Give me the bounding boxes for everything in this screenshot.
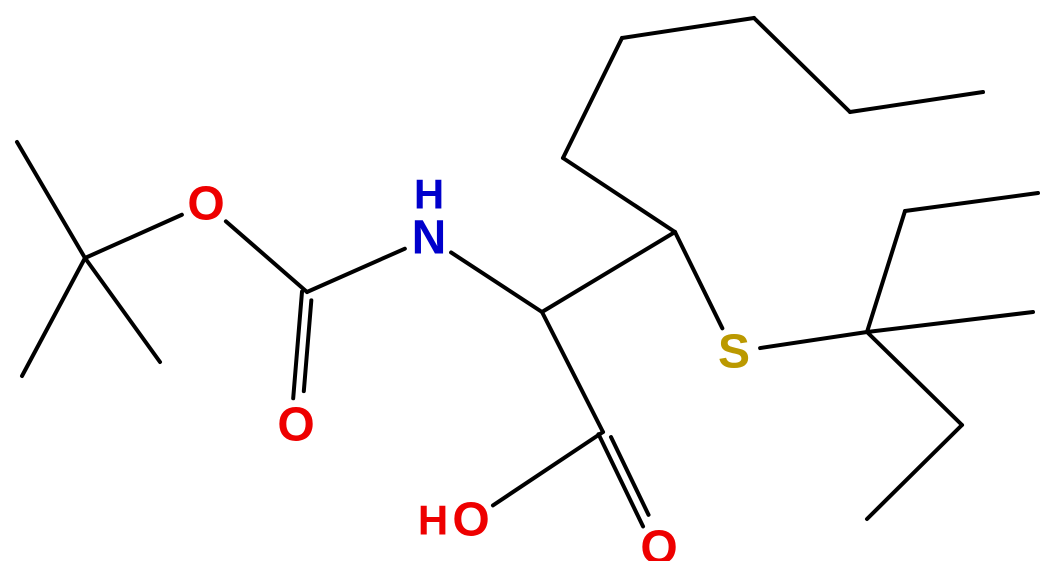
bond xyxy=(304,300,312,391)
bond xyxy=(493,432,603,505)
molecule-structure: SNHOOHOO xyxy=(0,0,1060,561)
bond xyxy=(226,221,307,292)
bond xyxy=(867,332,962,425)
bond xyxy=(760,332,867,348)
atom-label-O: O xyxy=(187,178,224,231)
atom-label-H: H xyxy=(418,497,448,544)
atom-label-O: O xyxy=(452,494,489,547)
bond xyxy=(563,158,675,232)
bond xyxy=(307,249,405,292)
bond xyxy=(293,292,302,399)
atom-label-N: N xyxy=(412,212,447,265)
bond xyxy=(754,18,850,112)
bond xyxy=(867,211,905,332)
bond xyxy=(867,425,962,519)
bond xyxy=(542,232,675,312)
bond xyxy=(905,193,1038,211)
bond xyxy=(675,232,722,328)
bond xyxy=(85,258,160,362)
atom-label-S: S xyxy=(718,326,750,379)
bond xyxy=(451,252,542,312)
bond xyxy=(542,312,603,432)
bond xyxy=(17,142,85,258)
atom-label-O: O xyxy=(640,522,677,561)
atom-label-H: H xyxy=(414,171,444,218)
bond xyxy=(85,215,182,258)
bond xyxy=(22,258,85,376)
bond xyxy=(867,312,1033,332)
bond xyxy=(598,434,643,526)
bond xyxy=(622,18,754,38)
bond xyxy=(850,92,983,112)
bond xyxy=(563,38,622,158)
atom-label-O: O xyxy=(277,399,314,452)
